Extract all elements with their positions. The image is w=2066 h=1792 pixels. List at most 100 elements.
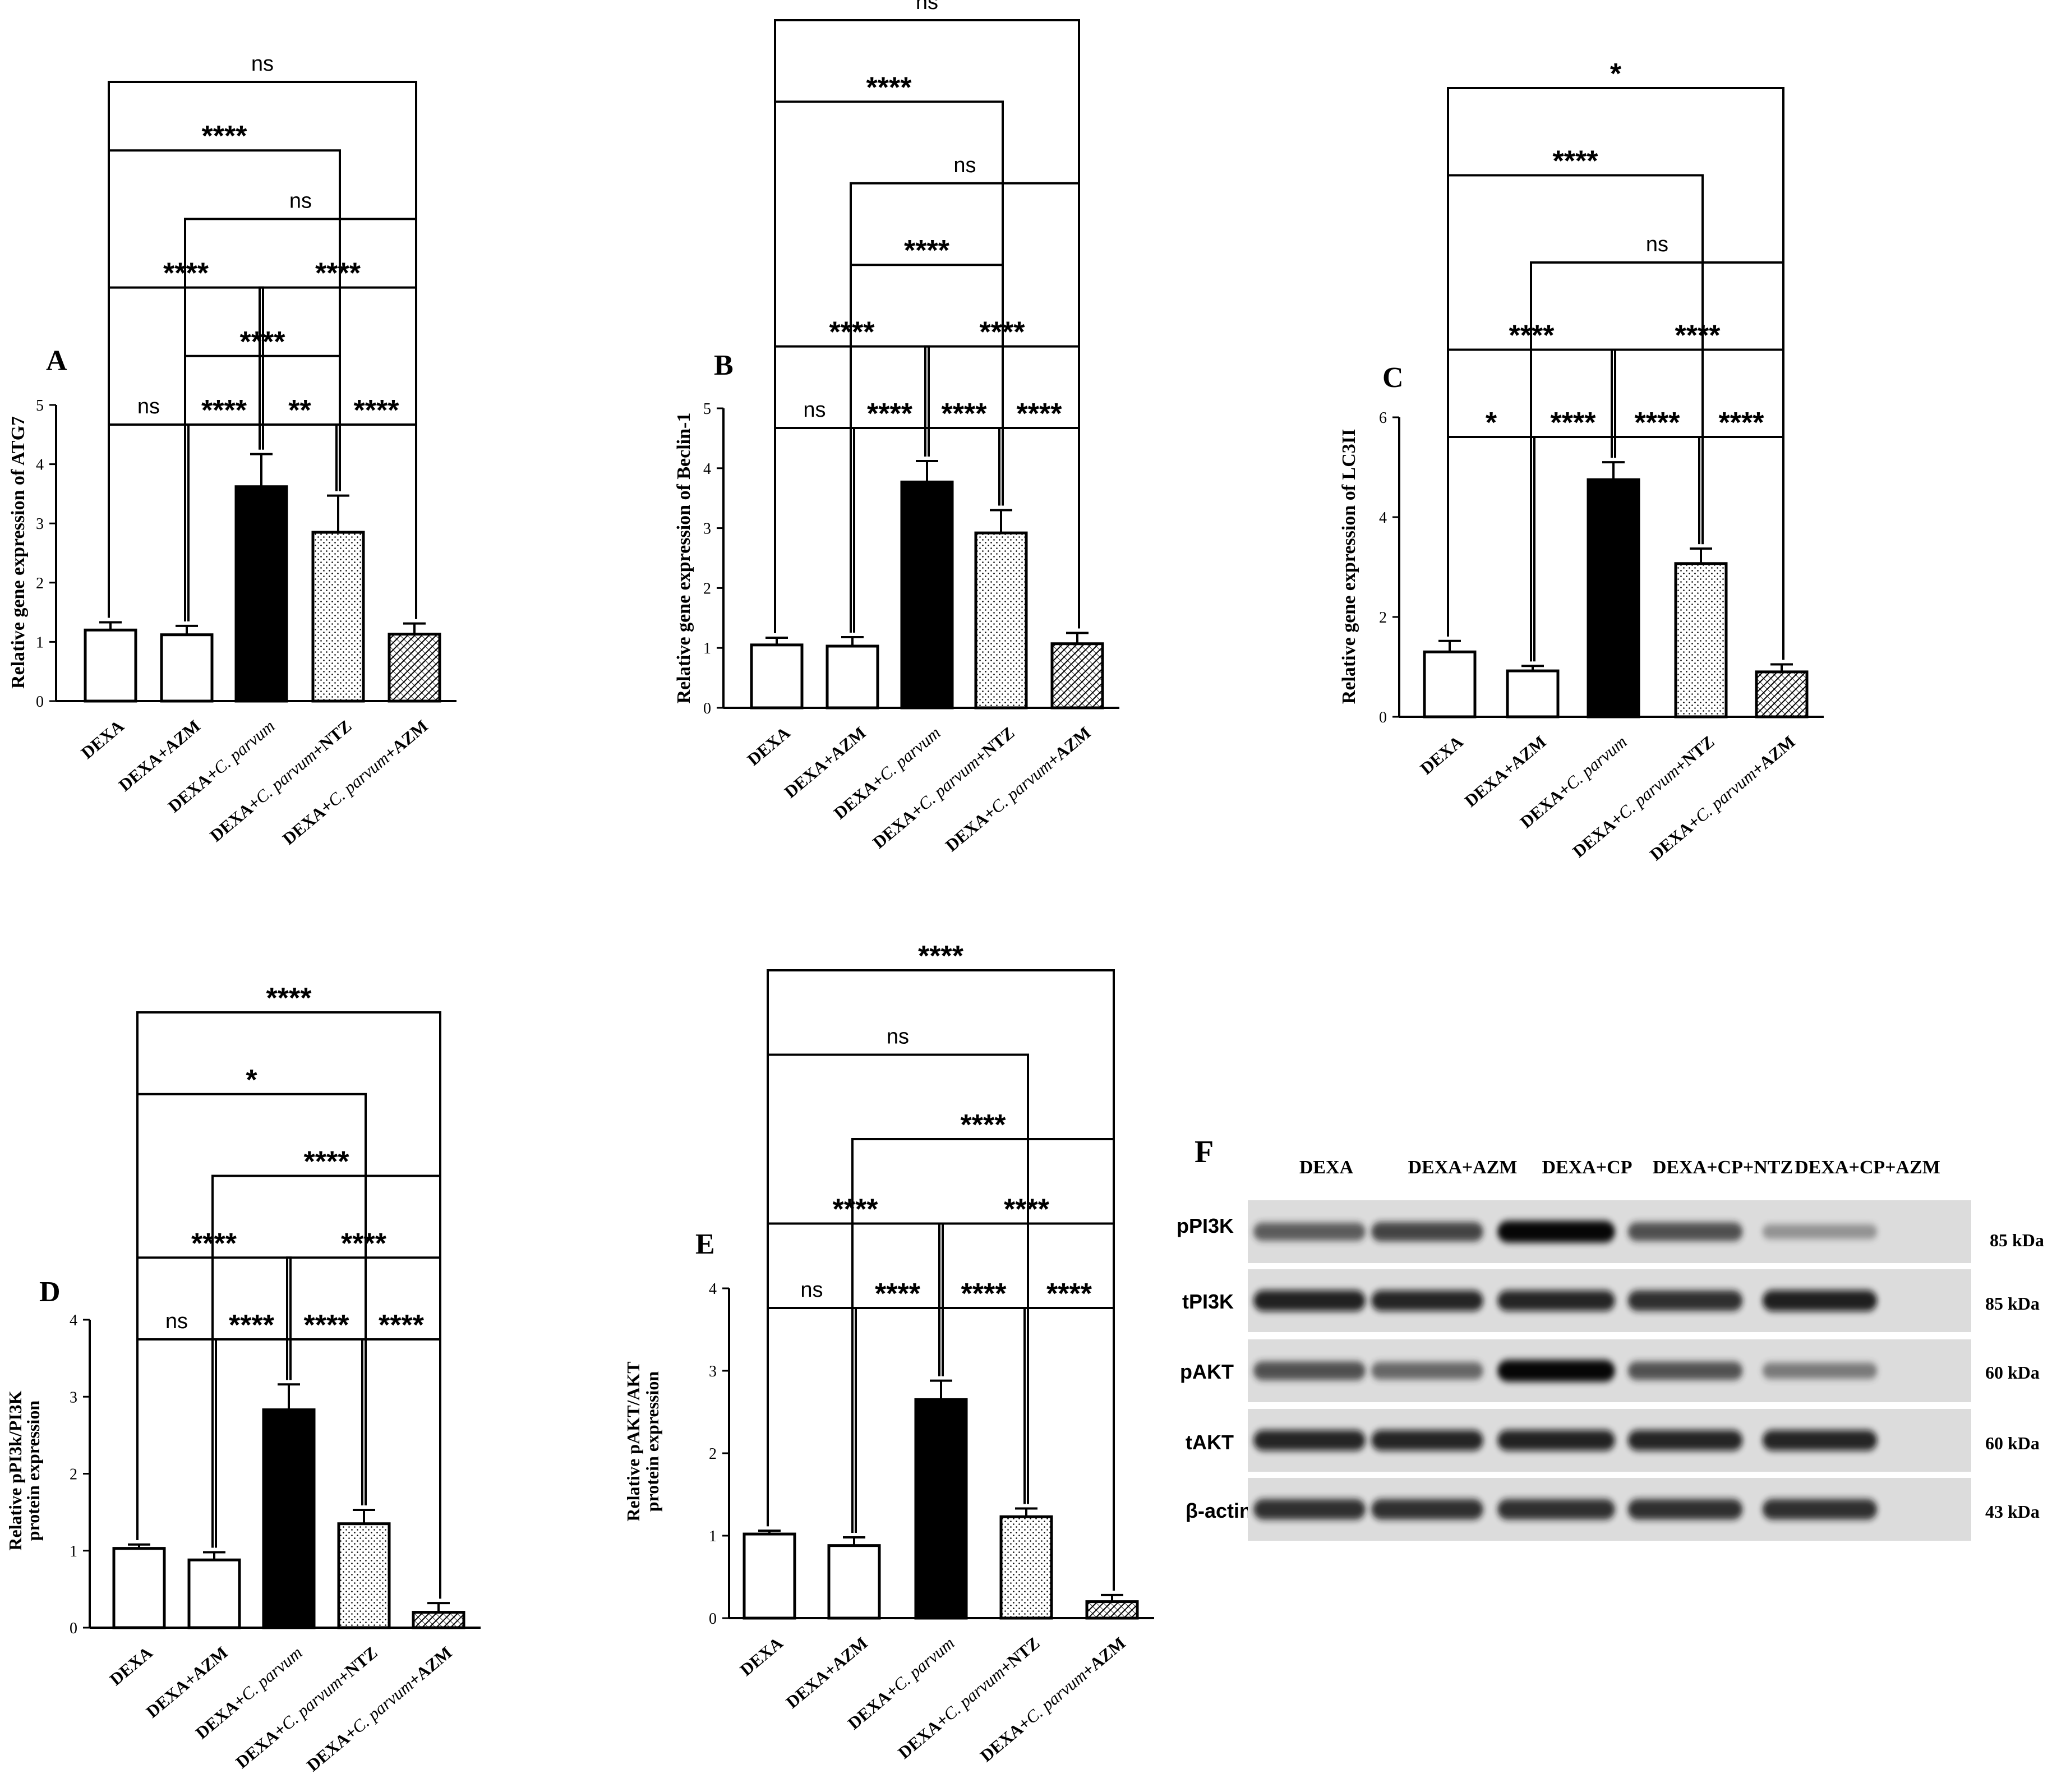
y-tick-label: 0 — [70, 1620, 77, 1637]
significance-bracket — [774, 19, 1080, 634]
panel-label: B — [714, 349, 734, 381]
bar — [187, 1558, 241, 1629]
category-label-part: DEXA+ — [976, 1713, 1034, 1766]
significance-bracket — [259, 423, 341, 491]
category-label-part: DEXA+AZM — [782, 1633, 871, 1712]
significance-label: **** — [961, 1278, 1007, 1310]
blot-size-label: 43 kDa — [1985, 1501, 2040, 1522]
significance-label: ns — [165, 1310, 188, 1333]
category-label-part: C. parvum — [251, 745, 320, 808]
category-label: DEXA+C. parvum+AZM — [279, 716, 432, 849]
significance-label: **** — [866, 71, 912, 104]
blot-protein-label: β-actin — [1186, 1499, 1252, 1522]
category-label-part: DEXA+ — [206, 793, 264, 846]
blot-band — [1762, 1362, 1878, 1379]
blot-band — [1627, 1499, 1743, 1520]
bar-hatch-overlay — [1756, 671, 1807, 717]
significance-bracket — [1530, 261, 1784, 662]
bar — [743, 1532, 796, 1620]
blot-band — [1253, 1361, 1366, 1380]
category-label-part: DEXA+AZM — [1461, 732, 1550, 811]
category-label: DEXA — [106, 1642, 156, 1689]
category-label: DEXA+C. parvum+NTZ — [894, 1633, 1044, 1763]
y-tick-label: 4 — [703, 460, 711, 478]
category-label: DEXA+C. parvum+NTZ — [1569, 732, 1718, 862]
blot-protein-label: pPI3K — [1177, 1214, 1234, 1237]
bar — [84, 628, 137, 703]
y-tick-label: 5 — [703, 400, 711, 418]
blot-size-label: 60 kDa — [1985, 1433, 2040, 1453]
category-label: DEXA — [736, 1633, 787, 1680]
blot-protein-label: tAKT — [1186, 1431, 1234, 1454]
significance-label: **** — [867, 398, 913, 430]
significance-label: ns — [289, 189, 312, 213]
category-label-part: C. parvum — [1562, 732, 1631, 794]
y-axis-label: Relative gene expression of ATG7 — [8, 416, 29, 689]
bar — [112, 1547, 166, 1629]
significance-bracket — [1447, 436, 1535, 662]
panel-label: D — [39, 1276, 61, 1308]
significance-label: ** — [288, 394, 311, 427]
significance-bracket — [108, 81, 417, 619]
category-label-part: C. parvum — [1022, 1665, 1091, 1727]
significance-bracket — [108, 423, 190, 621]
significance-label: **** — [1635, 407, 1681, 439]
bar — [914, 1398, 968, 1620]
category-label-part: C. parvum — [210, 716, 279, 778]
significance-label: ns — [916, 0, 938, 14]
panel-label: A — [46, 345, 67, 377]
y-tick-label: 2 — [1379, 609, 1387, 626]
category-label-part: DEXA+ — [279, 796, 336, 849]
panel-a: A 0 1 2 3 4 5 Relative gene expression of ATG7 D… — [8, 52, 456, 849]
category-label: DEXA+C. parvum+NTZ — [206, 716, 356, 846]
category-label-part: DEXA — [744, 722, 794, 770]
lane-label: DEXA — [1299, 1157, 1354, 1178]
significance-label: ns — [953, 154, 976, 177]
y-tick-label: 0 — [1379, 709, 1387, 726]
blot-band — [1497, 1499, 1615, 1520]
y-tick-label: 3 — [709, 1363, 717, 1380]
category-label-part: DEXA — [736, 1633, 787, 1680]
significance-label: ns — [803, 398, 826, 422]
category-label: DEXA+AZM — [782, 1633, 871, 1712]
y-tick-label: 2 — [709, 1445, 717, 1463]
blot-size-label: 60 kDa — [1985, 1362, 2040, 1383]
bar — [160, 633, 214, 703]
category-label-part: C. parvum — [324, 748, 393, 810]
significance-label: **** — [942, 398, 988, 430]
category-label-part: C. parvum — [987, 755, 1056, 817]
lane-label: DEXA+CP+NTZ — [1653, 1157, 1793, 1178]
category-label-part: DEXA+ — [1569, 808, 1627, 862]
panel-label-f: F — [1195, 1135, 1214, 1169]
blot-protein-label: tPI3K — [1182, 1290, 1234, 1313]
bar — [234, 485, 288, 703]
blot-band — [1762, 1290, 1878, 1311]
panel-label: C — [1382, 362, 1404, 394]
category-label-part: DEXA+ — [192, 1690, 250, 1743]
significance-bracket — [767, 969, 1115, 1591]
y-tick-label: 0 — [36, 693, 44, 711]
significance-label: **** — [1046, 1278, 1092, 1310]
significance-label: ns — [1646, 233, 1668, 256]
significance-label: ns — [251, 52, 274, 76]
bar-hatch-overlay — [1087, 1601, 1137, 1618]
significance-bracket — [767, 1307, 857, 1533]
significance-label: **** — [1719, 407, 1765, 439]
category-label-part: C. parvum — [348, 1675, 417, 1737]
panel-c: C 0 2 4 6 Relative gene expression of LC3II DE… — [1339, 58, 1824, 864]
y-tick-label: 3 — [70, 1389, 77, 1406]
significance-label: **** — [304, 1309, 350, 1342]
blot-band — [1371, 1222, 1483, 1242]
category-label-part: DEXA+ — [894, 1710, 952, 1763]
category-label-part: DEXA+ — [1646, 812, 1704, 865]
panel-f-western-blot: F DEXA DEXA+AZM DEXA+CP DEXA+CP+NTZ DEXA… — [1177, 1135, 2044, 1541]
significance-label: ns — [800, 1278, 823, 1302]
bar — [900, 480, 954, 710]
bar — [1674, 562, 1728, 718]
category-label: DEXA+C. parvum+AZM — [1646, 732, 1799, 865]
blot-size-labels: 85 kDa 85 kDa 60 kDa 60 kDa 43 kDa — [1985, 1230, 2044, 1522]
significance-label: **** — [1553, 145, 1599, 178]
significance-bracket — [774, 100, 1004, 634]
significance-bracket — [1447, 87, 1784, 660]
category-label-part: DEXA+ — [164, 763, 222, 817]
